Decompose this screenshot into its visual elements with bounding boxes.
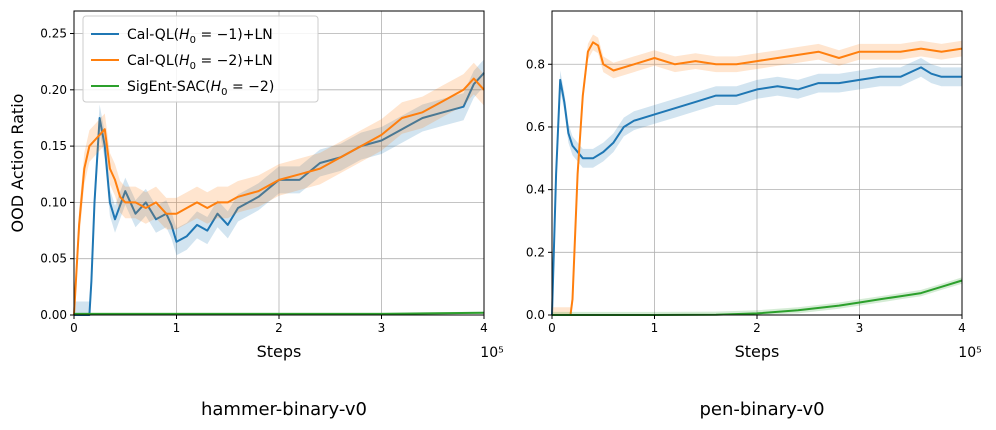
- x-tick-label: 4: [958, 321, 966, 335]
- legend-prefix: Cal-QL(: [127, 53, 179, 69]
- legend-rest: = −2): [228, 79, 275, 95]
- legend-sub: 0: [190, 61, 196, 72]
- series-line: [74, 311, 485, 315]
- x-tick-label: 0: [548, 321, 556, 335]
- x-axis-label: Steps: [257, 342, 302, 361]
- legend-entry-label: Cal-QL(H0 = −1)+LN: [127, 27, 273, 46]
- legend-sub: 0: [221, 87, 227, 98]
- x-tick-label: 1: [173, 321, 181, 335]
- legend-box: [82, 15, 319, 103]
- legend-var: H: [179, 27, 190, 43]
- x-scale-label: 10⁵: [480, 345, 503, 361]
- y-tick-label: 0.10: [40, 195, 67, 209]
- y-tick-label: 0.25: [40, 27, 67, 41]
- series-band: [74, 62, 484, 315]
- x-tick-label: 3: [378, 321, 386, 335]
- y-tick-label: 0.00: [40, 308, 67, 322]
- panel-subtitle: pen-binary-v0: [699, 399, 824, 420]
- x-axis-label: Steps: [735, 342, 780, 361]
- series-band: [552, 277, 962, 315]
- x-tick-label: 2: [275, 321, 283, 335]
- y-axis-label: OOD Action Ratio: [8, 94, 27, 233]
- legend-var: H: [179, 53, 190, 69]
- x-tick-label: 1: [651, 321, 659, 335]
- legend-prefix: SigEnt-SAC(: [127, 79, 211, 95]
- legend-rest: = −1)+LN: [196, 27, 273, 43]
- legend-prefix: Cal-QL(: [127, 27, 179, 43]
- legend-entry-label: Cal-QL(H0 = −2)+LN: [127, 53, 273, 72]
- series-line: [73, 77, 485, 316]
- series-line: [74, 72, 485, 316]
- legend-rest: = −2)+LN: [196, 53, 273, 69]
- y-tick-label: 0.8: [526, 57, 545, 71]
- x-tick-label: 3: [856, 321, 864, 335]
- series-band: [552, 58, 962, 315]
- y-tick-label: 0.2: [526, 245, 545, 259]
- x-tick-label: 2: [753, 321, 761, 335]
- y-tick-label: 0.0: [526, 308, 545, 322]
- y-tick-label: 0.20: [40, 83, 67, 97]
- panel-subtitle: hammer-binary-v0: [201, 399, 367, 420]
- legend-entry-label: SigEnt-SAC(H0 = −2): [127, 79, 274, 98]
- y-tick-label: 0.4: [526, 183, 545, 197]
- series-line: [551, 66, 962, 316]
- x-tick-label: 4: [480, 321, 488, 335]
- y-tick-label: 0.05: [40, 252, 67, 266]
- panel-hammer: 0 1 2 3 4 0.00 0.05 0.10 0.15 0.20 0.25 10⁵ Steps OOD…: [8, 10, 504, 420]
- x-scale-label: 10⁵: [958, 345, 981, 361]
- y-tick-label: 0.6: [526, 120, 545, 134]
- panel-pen: 0 1 2 3 4 0.0 0.2 0.4 0.6 0.8 10⁵ Steps pen-binary-v…: [526, 10, 982, 420]
- legend-var: H: [211, 79, 222, 95]
- y-tick-label: 0.15: [40, 139, 67, 153]
- legend-sub: 0: [190, 35, 196, 46]
- series-band: [74, 59, 484, 316]
- series-line: [552, 41, 963, 316]
- x-tick-label: 0: [70, 321, 78, 335]
